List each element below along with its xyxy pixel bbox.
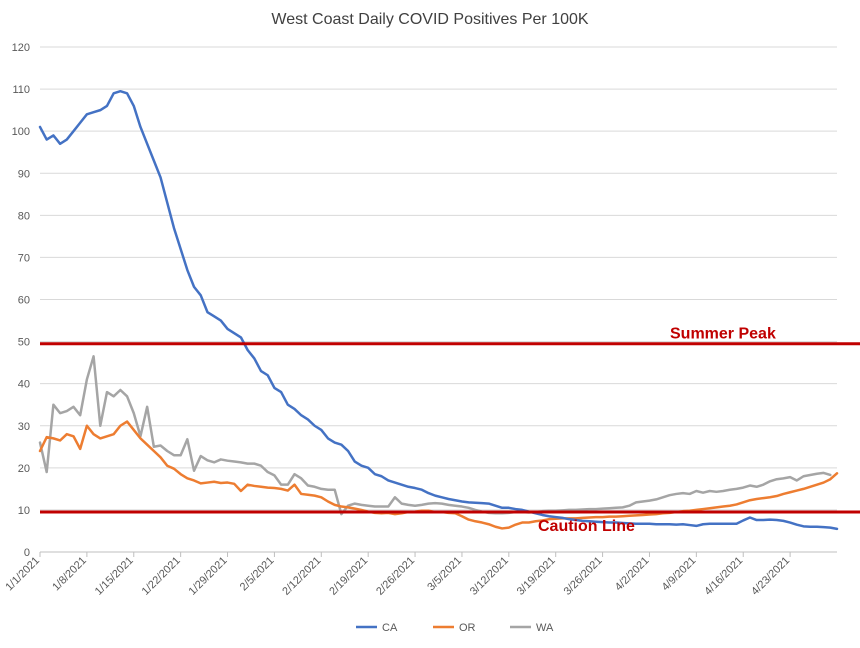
legend-label: CA (382, 622, 398, 634)
y-axis-ticks: 0 10 20 30 40 50 60 70 80 90 100 110 120 (12, 42, 30, 559)
x-tick-label: 1/8/2021 (50, 555, 89, 594)
x-tick-label: 1/15/2021 (93, 555, 136, 598)
legend-label: WA (536, 622, 554, 634)
reference-line-label: Summer Peak (670, 326, 776, 343)
x-tick-label: 4/2/2021 (613, 555, 652, 594)
y-tick-label: 40 (18, 379, 30, 391)
y-tick-label: 30 (18, 421, 30, 433)
y-tick-label: 70 (18, 252, 30, 264)
y-tick-label: 50 (18, 337, 30, 349)
y-tick-label: 110 (12, 84, 30, 96)
x-tick-label: 2/12/2021 (280, 555, 323, 598)
x-tick-label: 4/16/2021 (702, 555, 745, 598)
x-tick-label: 3/26/2021 (562, 555, 605, 598)
series-line-ca (38, 89, 839, 531)
gridlines (40, 46, 837, 553)
series-lines (38, 89, 839, 531)
x-tick-label: 4/9/2021 (660, 555, 699, 594)
x-tick-label: 1/22/2021 (140, 555, 183, 598)
y-tick-label: 90 (18, 168, 30, 180)
x-tick-label: 2/5/2021 (238, 555, 277, 594)
y-tick-label: 80 (18, 210, 30, 222)
x-tick-label: 3/12/2021 (468, 555, 511, 598)
y-tick-label: 60 (18, 295, 30, 307)
reference-lines: Summer Peak Caution Line (40, 326, 860, 535)
x-axis-ticks: 1/1/2021 1/8/2021 1/15/2021 1/22/2021 1/29/2… (3, 552, 792, 598)
x-tick-label: 3/19/2021 (515, 555, 558, 598)
y-tick-label: 100 (12, 126, 30, 138)
chart-title: West Coast Daily COVID Positives Per 100… (271, 11, 588, 28)
x-tick-label: 2/19/2021 (327, 555, 370, 598)
x-tick-label: 2/26/2021 (374, 555, 417, 598)
y-tick-label: 20 (18, 463, 30, 475)
y-tick-label: 10 (18, 505, 30, 517)
series-line-wa (38, 355, 832, 516)
x-tick-label: 3/5/2021 (425, 555, 464, 594)
legend-label: OR (459, 622, 476, 634)
legend: CA OR WA (356, 622, 554, 634)
y-tick-label: 120 (12, 42, 30, 54)
reference-line-label: Caution Line (538, 518, 635, 535)
x-tick-label: 1/1/2021 (3, 555, 42, 594)
x-tick-label: 4/23/2021 (749, 555, 792, 598)
x-tick-label: 1/29/2021 (187, 555, 230, 598)
y-tick-label: 0 (24, 547, 30, 559)
